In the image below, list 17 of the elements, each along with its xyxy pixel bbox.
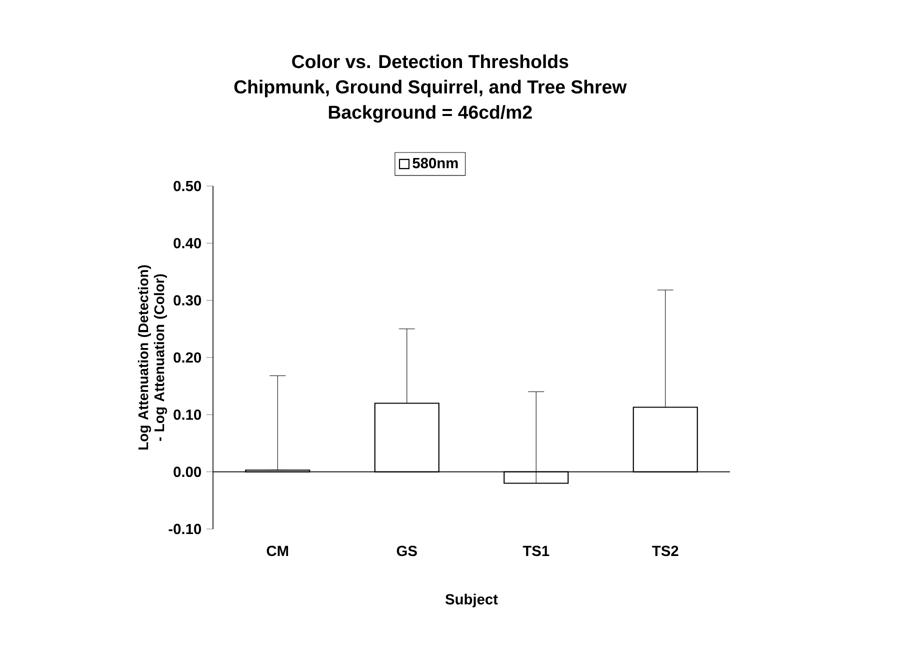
x-tick-label: CM xyxy=(266,546,288,556)
x-tick-label: TS1 xyxy=(522,546,550,556)
y-tick-label: 0.00 xyxy=(174,466,202,478)
y-tick-label: 0.50 xyxy=(174,180,202,192)
x-axis-title: Subject xyxy=(445,594,498,608)
x-tick-label: GS xyxy=(396,546,417,556)
y-tick-label: 0.10 xyxy=(174,409,202,420)
legend-label: 580nm xyxy=(412,158,458,168)
y-tick-label: 0.20 xyxy=(174,352,202,363)
y-tick-label: 0.40 xyxy=(174,238,202,248)
y-tick-label: 0.30 xyxy=(174,295,202,306)
chart-title: Color vs. Detection Thresholds xyxy=(292,54,568,68)
y-axis-title: Log Attenuation (Detection) - Log Attenuation (Color) xyxy=(138,265,168,450)
y-tick-label: -0.10 xyxy=(168,524,202,534)
x-tick-label: TS2 xyxy=(652,546,678,556)
chart-subtitle: Chipmunk, Ground Squirrel, and Tree Shrew xyxy=(234,80,627,98)
text: Background = 46cd/m2 xyxy=(328,105,532,123)
